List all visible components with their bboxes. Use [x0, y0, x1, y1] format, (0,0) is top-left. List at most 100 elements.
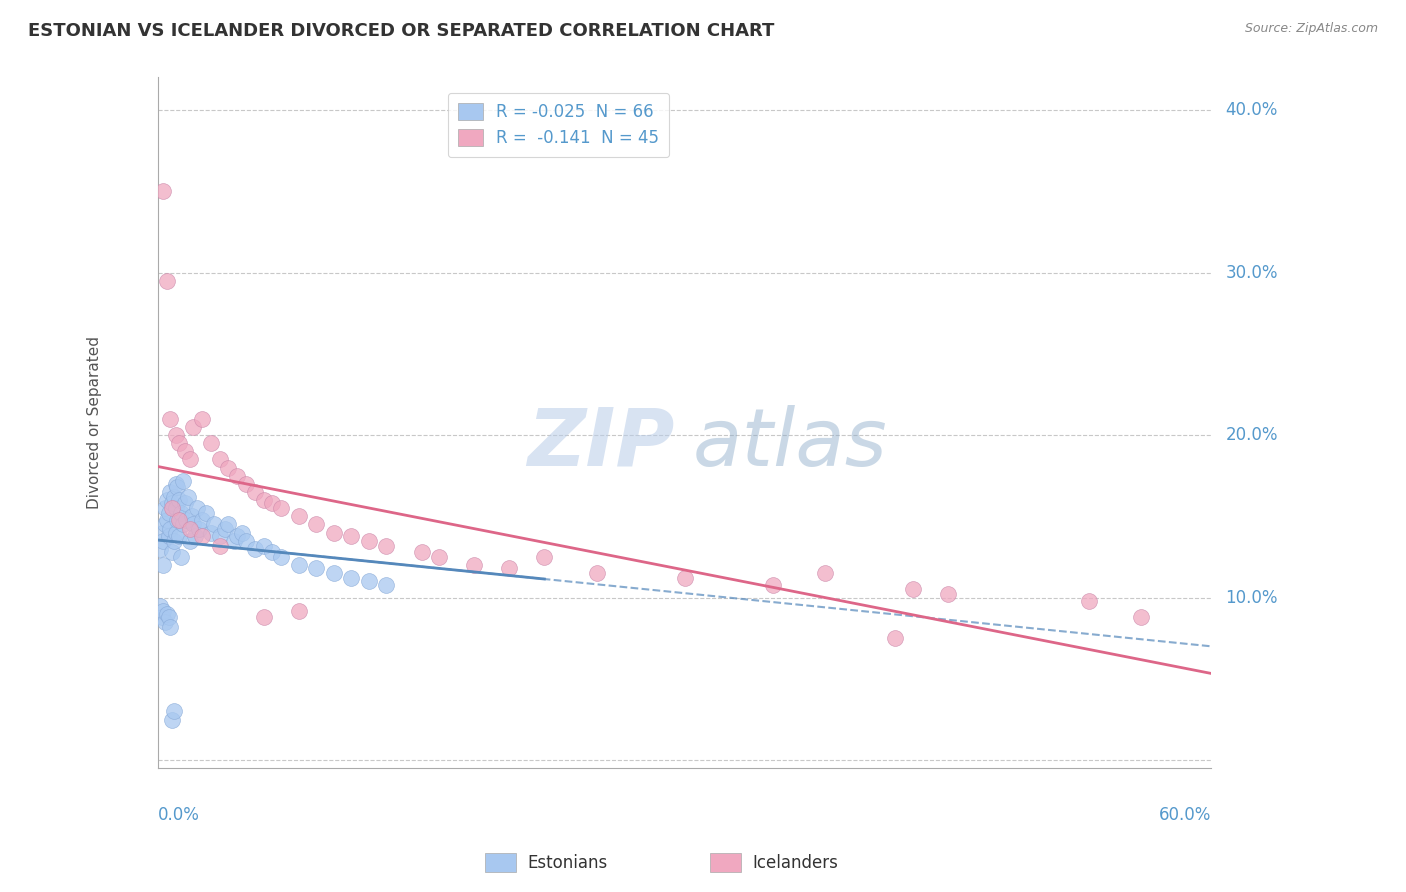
Point	[262, 545, 284, 559]
Point	[231, 525, 253, 540]
Point	[166, 513, 188, 527]
Point	[252, 610, 274, 624]
Point	[160, 713, 183, 727]
Point	[181, 420, 204, 434]
Point	[322, 566, 344, 581]
Point	[153, 615, 176, 629]
Point	[427, 549, 450, 564]
Point	[340, 571, 363, 585]
Point	[270, 501, 292, 516]
Point	[252, 493, 274, 508]
Point	[167, 529, 190, 543]
Point	[156, 513, 179, 527]
Point	[181, 517, 204, 532]
Point	[226, 468, 249, 483]
Point	[235, 533, 257, 548]
Point	[322, 525, 344, 540]
Point	[156, 493, 179, 508]
Point	[191, 412, 214, 426]
Point	[194, 506, 217, 520]
Point	[153, 517, 176, 532]
Point	[173, 444, 195, 458]
Point	[170, 506, 193, 520]
Point	[235, 476, 257, 491]
Point	[152, 184, 174, 198]
Point	[814, 566, 837, 581]
Point	[163, 705, 186, 719]
Point	[305, 517, 328, 532]
Point	[202, 517, 225, 532]
Point	[159, 522, 181, 536]
Point	[157, 610, 180, 624]
Point	[179, 533, 201, 548]
Point	[170, 549, 193, 564]
Point	[152, 533, 174, 548]
Point	[153, 501, 176, 516]
Point	[936, 587, 959, 601]
Point	[586, 566, 609, 581]
Point	[673, 571, 696, 585]
Point	[762, 577, 785, 591]
Point	[463, 558, 485, 573]
Text: 20.0%: 20.0%	[1226, 426, 1278, 444]
Point	[305, 561, 328, 575]
Point	[226, 529, 249, 543]
Point	[152, 558, 174, 573]
Point	[222, 533, 245, 548]
Point	[150, 610, 173, 624]
Point	[208, 452, 231, 467]
Point	[357, 574, 380, 589]
Text: Source: ZipAtlas.com: Source: ZipAtlas.com	[1244, 22, 1378, 36]
Point	[208, 539, 231, 553]
Text: ESTONIAN VS ICELANDER DIVORCED OR SEPARATED CORRELATION CHART: ESTONIAN VS ICELANDER DIVORCED OR SEPARA…	[28, 22, 775, 40]
Point	[375, 577, 398, 591]
Point	[163, 490, 186, 504]
Point	[167, 493, 190, 508]
Point	[163, 533, 186, 548]
Point	[287, 558, 309, 573]
Point	[208, 529, 231, 543]
Point	[165, 476, 187, 491]
Point	[186, 501, 208, 516]
Point	[160, 545, 183, 559]
Point	[243, 485, 266, 500]
Text: 60.0%: 60.0%	[1159, 805, 1212, 823]
Point	[157, 529, 180, 543]
Point	[156, 607, 179, 621]
Point	[174, 513, 197, 527]
Point	[177, 490, 200, 504]
Point	[187, 522, 209, 536]
Point	[172, 474, 194, 488]
Point	[287, 509, 309, 524]
Point	[172, 517, 194, 532]
Point	[498, 561, 520, 575]
Point	[166, 480, 188, 494]
Text: 30.0%: 30.0%	[1226, 263, 1278, 282]
Text: Icelanders: Icelanders	[752, 854, 838, 871]
Point	[160, 496, 183, 510]
Point	[157, 506, 180, 520]
Text: atlas: atlas	[693, 405, 887, 483]
Point	[184, 529, 207, 543]
Point	[533, 549, 555, 564]
Point	[149, 541, 172, 556]
Point	[152, 604, 174, 618]
Point	[287, 604, 309, 618]
Text: ZIP: ZIP	[527, 405, 675, 483]
Point	[165, 501, 187, 516]
Point	[262, 496, 284, 510]
Point	[167, 436, 190, 450]
Point	[200, 525, 222, 540]
Point	[217, 460, 239, 475]
Point	[340, 529, 363, 543]
Point	[411, 545, 433, 559]
Point	[884, 632, 907, 646]
Point	[357, 533, 380, 548]
Point	[165, 428, 187, 442]
Point	[180, 509, 202, 524]
Point	[1077, 594, 1099, 608]
Point	[156, 274, 179, 288]
Point	[165, 525, 187, 540]
Point	[149, 599, 172, 613]
Point	[159, 485, 181, 500]
